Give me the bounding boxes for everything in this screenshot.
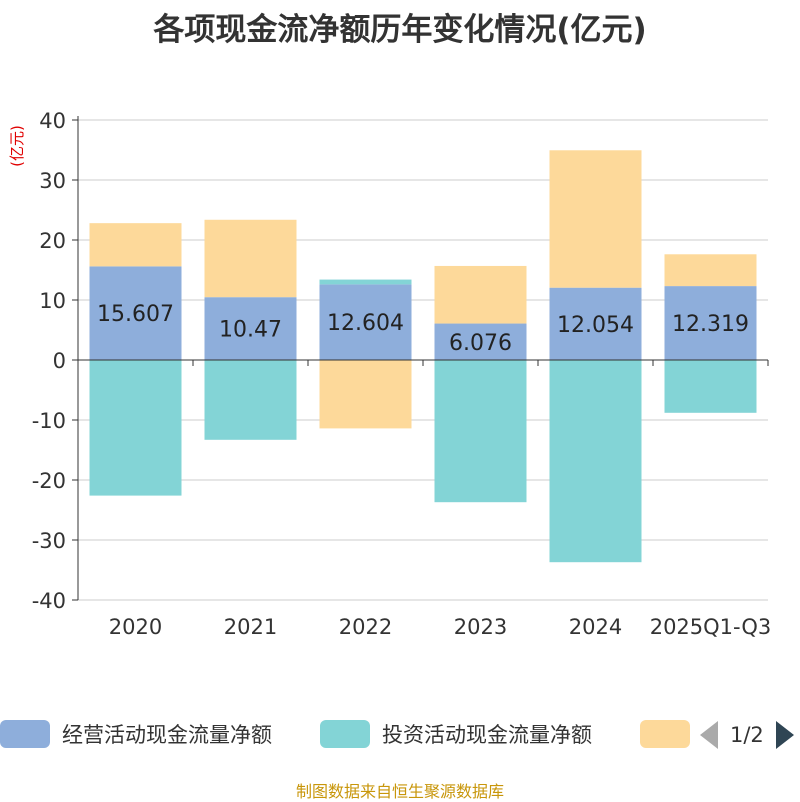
legend-pager: 1/2 [700,718,794,752]
x-tick-label: 2022 [339,615,392,639]
y-tick-label: -30 [32,529,66,553]
data-label-operating: 10.47 [219,318,282,343]
bar-financing-2025Q1-Q3 [664,254,757,287]
legend-item-financing[interactable] [640,714,702,754]
y-axis-unit-label: (亿元) [8,125,26,167]
y-tick-label: 10 [39,289,66,313]
x-tick-label: 2024 [569,615,622,639]
data-label-operating: 15.607 [97,302,174,327]
bar-investing-2022 [319,279,412,285]
bar-operating-2023 [434,323,527,360]
legend-swatch-financing [640,720,690,748]
y-tick-label: -10 [32,409,66,433]
bar-investing-2021 [204,360,297,440]
x-tick-label: 2025Q1-Q3 [650,615,772,639]
bar-investing-2024 [549,360,642,563]
x-tick-label: 2023 [454,615,507,639]
y-tick-label: 30 [39,169,66,193]
bar-operating-2020 [89,266,182,360]
y-tick-label: 20 [39,229,66,253]
pager-text: 1/2 [730,723,764,747]
pager-next-icon[interactable] [775,721,794,749]
legend-label-operating: 经营活动现金流量净额 [62,723,272,747]
legend-swatch-investing [320,720,370,748]
legend-item-operating[interactable]: 经营活动现金流量净额 [0,714,272,754]
data-source-note: 制图数据来自恒生聚源数据库 [295,782,504,801]
bar-financing-2024 [549,150,642,288]
bar-operating-2025Q1-Q3 [664,286,757,360]
bar-operating-2022 [319,284,412,360]
bar-investing-2025Q1-Q3 [664,360,757,413]
bar-financing-2020 [89,223,182,267]
data-label-operating: 12.054 [557,313,634,338]
legend: 经营活动现金流量净额 投资活动现金流量净额 1/2 [0,714,800,756]
data-label-operating: 6.076 [449,331,512,356]
legend-label-investing: 投资活动现金流量净额 [382,723,592,747]
legend-swatch-operating [0,720,50,748]
chart-title: 各项现金流净额历年变化情况(亿元) [153,12,647,48]
bar-financing-2023 [434,265,527,324]
data-label-operating: 12.319 [672,312,749,337]
y-tick-label: -20 [32,469,66,493]
bar-operating-2024 [549,287,642,360]
pager-prev-icon[interactable] [700,721,718,749]
y-tick-label: -40 [32,589,66,613]
bar-operating-2021 [204,297,297,360]
bar-investing-2023 [434,360,527,503]
bar-financing-2021 [204,219,297,298]
x-tick-label: 2021 [224,615,277,639]
data-label-operating: 12.604 [327,311,404,336]
y-tick-label: 0 [53,349,66,373]
bar-investing-2020 [89,360,182,496]
y-tick-label: 40 [39,109,66,133]
legend-item-investing[interactable]: 投资活动现金流量净额 [320,714,592,754]
x-tick-label: 2020 [109,615,162,639]
bar-financing-2022 [319,360,412,429]
